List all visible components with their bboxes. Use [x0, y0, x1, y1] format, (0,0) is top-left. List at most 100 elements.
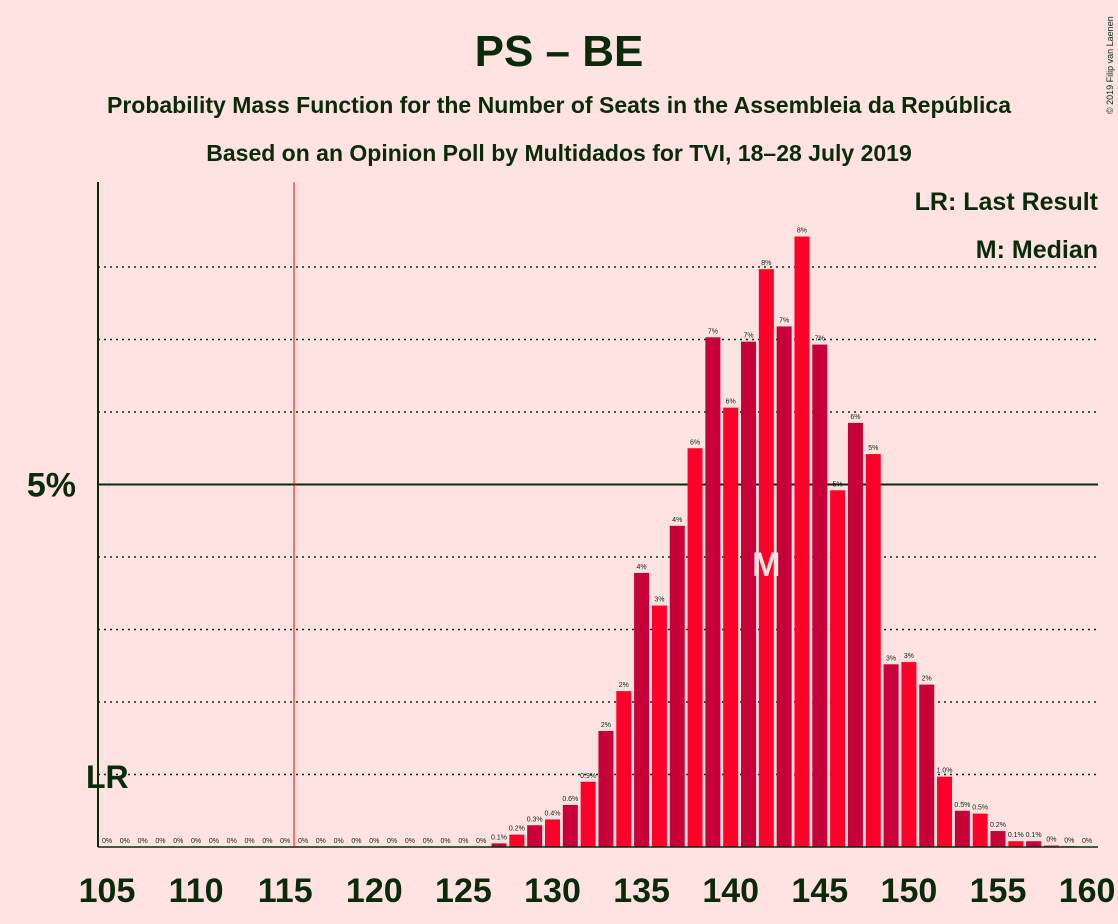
legend-last-result: LR: Last Result [915, 188, 1099, 216]
bar-seat-147 [847, 422, 863, 847]
bar-label-seat-139: 7% [708, 328, 718, 335]
bar-label-seat-107: 0% [138, 838, 148, 845]
x-tick-label: 120 [346, 872, 403, 910]
x-tick-label: 155 [970, 872, 1027, 910]
bar-seat-139 [705, 337, 721, 847]
bar-label-seat-117: 0% [316, 838, 326, 845]
bar-seat-137 [669, 525, 685, 847]
bar-label-seat-147: 6% [850, 414, 860, 421]
chart-subtitle-1: Probability Mass Function for the Number… [107, 92, 1011, 118]
bar-labels: 0% 0% 0% 0% 0% 0% 0% 0% 0% 0% 0% 0% 0% 0% 0% 0% 0% 0% 0% 0%… [102, 228, 1092, 845]
y-tick-label: 5% [27, 467, 76, 505]
bar-label-seat-152: 1.0% [937, 768, 953, 775]
bar-label-seat-121: 0% [387, 838, 397, 845]
bar-seat-145 [812, 344, 828, 847]
bar-seat-136 [651, 605, 667, 847]
bar-label-seat-159: 0% [1064, 837, 1074, 844]
chart-subtitle-2: Based on an Opinion Poll by Multidados f… [206, 140, 912, 166]
bar-seat-143 [776, 326, 792, 847]
bar-label-seat-122: 0% [405, 838, 415, 845]
bar-label-seat-138: 6% [690, 439, 700, 446]
bar-seat-140 [723, 407, 739, 847]
bar-label-seat-119: 0% [351, 838, 361, 845]
bars [491, 236, 1077, 848]
bar-label-seat-154: 0.5% [972, 805, 988, 812]
x-tick-label: 135 [613, 872, 670, 910]
bar-label-seat-131: 0.6% [562, 796, 578, 803]
bar-seat-135 [634, 572, 650, 847]
bar-seat-134 [616, 691, 632, 847]
bar-label-seat-145: 7% [815, 336, 825, 343]
median-marker: M [752, 546, 780, 584]
bar-label-seat-134: 2% [619, 682, 629, 689]
bar-label-seat-109: 0% [173, 838, 183, 845]
bar-label-seat-142: 8% [761, 260, 771, 267]
bar-label-seat-133: 2% [601, 722, 611, 729]
bar-label-seat-124: 0% [441, 838, 451, 845]
bar-label-seat-132: 0.9% [580, 773, 596, 780]
bar-seat-153 [954, 810, 970, 847]
bar-label-seat-127: 0.1% [491, 834, 507, 841]
bar-label-seat-160: 0% [1082, 838, 1092, 845]
bar-seat-127 [491, 843, 507, 847]
x-axis-ticks: 105 110 115 120 125 130 135 140 145 150 155 160 [79, 872, 1116, 910]
x-tick-label: 150 [881, 872, 938, 910]
bar-label-seat-135: 4% [637, 564, 647, 571]
bar-seat-133 [598, 731, 614, 847]
bar-label-seat-143: 7% [779, 317, 789, 324]
bar-label-seat-126: 0% [476, 838, 486, 845]
bar-seat-128 [509, 834, 525, 847]
bar-label-seat-130: 0.4% [545, 810, 561, 817]
bar-seat-131 [562, 804, 578, 847]
bar-label-seat-155: 0.2% [990, 822, 1006, 829]
x-tick-label: 130 [524, 872, 581, 910]
bar-label-seat-146: 5% [833, 481, 843, 488]
grid-lines [98, 266, 1098, 776]
bar-label-seat-106: 0% [120, 838, 130, 845]
bar-label-seat-137: 4% [672, 517, 682, 524]
bar-label-seat-112: 0% [227, 838, 237, 845]
bar-label-seat-136: 3% [654, 597, 664, 604]
bar-seat-132 [580, 781, 596, 847]
x-tick-label: 145 [791, 872, 848, 910]
chart-title: PS – BE [475, 27, 644, 76]
bar-label-seat-113: 0% [244, 838, 254, 845]
x-tick-label: 160 [1059, 872, 1116, 910]
bar-label-seat-116: 0% [298, 838, 308, 845]
copyright-notice: © 2019 Filip van Laenen [1105, 16, 1115, 114]
last-result-label: LR [86, 759, 129, 795]
bar-label-seat-108: 0% [155, 838, 165, 845]
bar-seat-151 [919, 684, 935, 847]
bar-label-seat-123: 0% [423, 838, 433, 845]
bar-seat-149 [883, 664, 899, 847]
x-tick-label: 105 [79, 872, 136, 910]
bar-label-seat-125: 0% [458, 838, 468, 845]
bar-label-seat-149: 3% [886, 655, 896, 662]
bar-label-seat-115: 0% [280, 838, 290, 845]
bar-seat-129 [527, 825, 543, 847]
bar-seat-146 [830, 490, 846, 847]
bar-label-seat-128: 0.2% [509, 826, 525, 833]
bar-label-seat-114: 0% [262, 838, 272, 845]
bar-label-seat-158: 0% [1046, 837, 1056, 844]
bar-label-seat-118: 0% [334, 838, 344, 845]
bar-seat-148 [865, 454, 881, 847]
bar-seat-152 [937, 776, 953, 847]
bar-label-seat-111: 0% [209, 838, 219, 845]
bar-label-seat-156: 0.1% [1008, 832, 1024, 839]
bar-label-seat-144: 8% [797, 228, 807, 235]
bar-seat-141 [741, 341, 757, 847]
bar-label-seat-110: 0% [191, 838, 201, 845]
bar-label-seat-105: 0% [102, 838, 112, 845]
bar-label-seat-157: 0.1% [1026, 832, 1042, 839]
bar-label-seat-148: 5% [868, 445, 878, 452]
bar-label-seat-153: 0.5% [954, 802, 970, 809]
x-tick-label: 110 [169, 872, 224, 910]
bar-seat-154 [972, 813, 988, 847]
bar-seat-150 [901, 662, 917, 847]
y-axis-ticks: 5% [27, 467, 76, 505]
bar-seat-155 [990, 831, 1006, 847]
bar-label-seat-141: 7% [743, 333, 753, 340]
x-tick-label: 125 [435, 872, 492, 910]
